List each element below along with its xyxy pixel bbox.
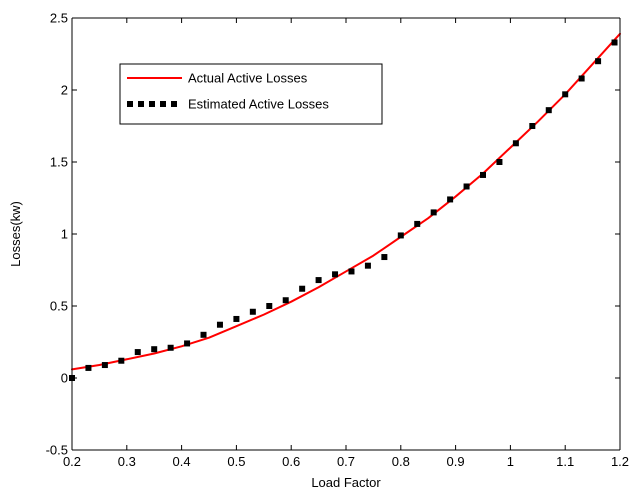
data-point xyxy=(562,91,569,98)
legend: Actual Active Losses Estimated Active Lo… xyxy=(119,63,383,125)
data-point xyxy=(545,107,552,114)
y-tick-label: 1.5 xyxy=(50,155,68,170)
data-point xyxy=(611,39,618,46)
data-point xyxy=(595,58,602,65)
data-point xyxy=(578,75,585,82)
data-point xyxy=(266,303,273,309)
data-point xyxy=(200,331,207,338)
legend-box xyxy=(119,63,383,125)
data-point xyxy=(529,123,536,129)
data-point xyxy=(85,364,92,371)
y-tick-label: 2.5 xyxy=(50,11,68,26)
axis-labels: Load Factor Losses(kw) xyxy=(8,201,381,490)
data-point xyxy=(447,196,454,203)
data-point xyxy=(249,308,256,315)
series-line-actual-active-losses xyxy=(71,32,621,371)
data-point xyxy=(299,285,306,292)
x-tick-label: 0.8 xyxy=(392,454,410,469)
data-point xyxy=(430,209,437,216)
legend-entry-actual-active-losses: Actual Active Losses xyxy=(188,71,308,86)
series-group xyxy=(69,32,621,381)
x-tick-label: 0.2 xyxy=(63,454,81,469)
x-axis-label: Load Factor xyxy=(311,475,381,490)
data-point xyxy=(348,268,355,275)
data-point xyxy=(496,159,503,165)
data-point xyxy=(134,349,141,356)
data-point xyxy=(101,362,108,369)
data-point xyxy=(315,277,322,284)
y-tick-label: 0 xyxy=(61,371,68,386)
data-point xyxy=(233,315,240,322)
series-estimated-active-losses xyxy=(69,39,618,381)
x-tick-label: 0.5 xyxy=(227,454,245,469)
data-point xyxy=(364,262,371,269)
data-point xyxy=(381,254,388,261)
y-tick-label: 2 xyxy=(61,83,68,98)
x-tick-label: 1 xyxy=(507,454,514,469)
data-point xyxy=(332,271,339,278)
y-axis-label: Losses(kw) xyxy=(8,201,23,267)
y-tick-label: -0.5 xyxy=(46,443,68,458)
data-point xyxy=(167,344,174,351)
data-point xyxy=(463,183,470,190)
x-tick-label: 0.9 xyxy=(447,454,465,469)
data-point xyxy=(184,340,191,347)
data-point xyxy=(151,346,158,353)
data-point xyxy=(282,297,289,304)
ticks: 0.2 0.3 0.4 0.5 0.6 0.7 0.8 0.9 1 1.1 1.2 -0.5 0 0.5 1… xyxy=(46,11,629,470)
x-tick-label: 0.7 xyxy=(337,454,355,469)
legend-entry-estimated-active-losses: Estimated Active Losses xyxy=(188,97,329,112)
data-point xyxy=(118,357,125,364)
x-tick-label: 0.6 xyxy=(282,454,300,469)
data-point xyxy=(512,140,519,147)
y-tick-label: 0.5 xyxy=(50,299,68,314)
data-point xyxy=(397,232,404,239)
x-tick-label: 0.3 xyxy=(118,454,136,469)
data-point xyxy=(480,171,486,178)
x-tick-label: 1.1 xyxy=(556,454,574,469)
data-point xyxy=(216,321,223,328)
y-tick-label: 1 xyxy=(61,227,68,242)
x-tick-label: 1.2 xyxy=(611,454,629,469)
x-tick-label: 0.4 xyxy=(173,454,191,469)
data-point xyxy=(414,220,421,227)
